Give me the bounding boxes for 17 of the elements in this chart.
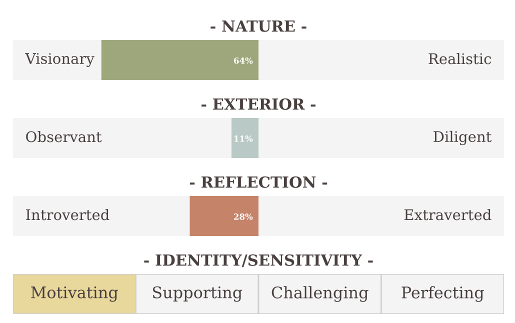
text: Supporting (152, 286, 242, 302)
chart-title: - EXTERIOR - (201, 98, 316, 110)
chart-title: - REFLECTION - (190, 176, 328, 188)
text: Motivating (31, 286, 118, 302)
annotation: Observant (26, 130, 102, 142)
text: - IDENTITY/SENSITIVITY - (144, 254, 373, 268)
annotation: Diligent (434, 130, 492, 146)
data-label: 64% (234, 58, 253, 64)
annotation: Extraverted (404, 208, 492, 220)
text: Challenging (272, 286, 368, 302)
annotation: Visionary (25, 53, 94, 68)
text: Perfecting (402, 286, 484, 302)
chart-title: - NATURE - (210, 20, 306, 32)
annotation: Realistic (428, 52, 492, 64)
data-label: 11% (234, 136, 253, 142)
data-label: 28% (234, 214, 253, 220)
annotation: Introverted (26, 208, 110, 220)
